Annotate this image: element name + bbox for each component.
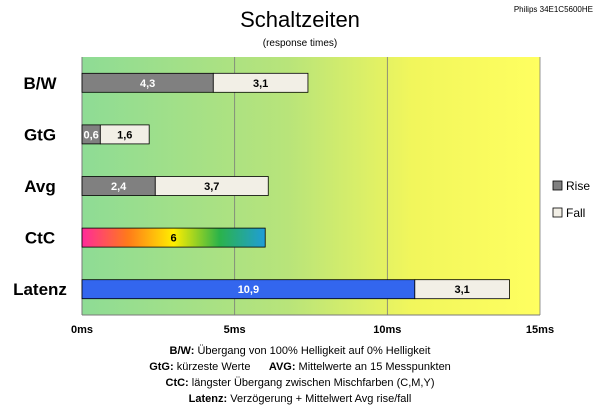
- x-tick-label: 5ms: [224, 324, 246, 336]
- category-label: GtG: [24, 125, 56, 144]
- legend-swatch-fall: [552, 207, 563, 218]
- legend-swatch-rise: [552, 180, 563, 191]
- bar-ctc: [81, 227, 266, 248]
- bar-fall: [414, 279, 510, 300]
- category-label: Avg: [24, 177, 56, 196]
- note-bw: B/W: Übergang von 100% Helligkeit auf 0%…: [170, 345, 431, 357]
- chart-subtitle: (response times): [263, 38, 337, 49]
- bar-fall: [212, 72, 309, 93]
- legend-label-rise: Rise: [566, 179, 590, 193]
- x-tick-label: 15ms: [526, 324, 554, 336]
- chart-title: Schaltzeiten: [240, 7, 360, 32]
- x-tick-label: 0ms: [71, 324, 93, 336]
- legend-label-fall: Fall: [566, 206, 585, 220]
- monitor-model-label: Philips 34E1C5600HE: [514, 5, 593, 14]
- bar-value-label-fall: 1,6: [117, 129, 132, 141]
- bar-value-label-fall: 3,1: [454, 284, 469, 296]
- notes: B/W: Übergang von 100% Helligkeit auf 0%…: [149, 345, 451, 405]
- bar-value-label-rise: 4,3: [140, 78, 155, 90]
- bars: 4,3 3,1 0,6 1,6 2,4 3,7 6 10,9 3,1: [81, 72, 510, 300]
- note-ctc: CtC: längster Übergang zwischen Mischfar…: [166, 377, 435, 389]
- note-latenz: Latenz: Verzögerung + Mittelwert Avg ris…: [189, 393, 412, 405]
- category-labels: B/W GtG Avg CtC Latenz: [13, 74, 67, 299]
- x-tick-label: 10ms: [373, 324, 401, 336]
- bar-value-label-fall: 3,1: [253, 78, 268, 90]
- bar-fall: [154, 176, 269, 196]
- bar-value-label-rise: 10,9: [238, 284, 259, 296]
- bar-value-label-fall: 3,7: [204, 181, 219, 193]
- bar-value-label: 6: [171, 233, 177, 245]
- note-gtg-avg: GtG: kürzeste Werte AVG: Mittelwerte an …: [149, 361, 451, 373]
- bar-value-label-rise: 0,6: [84, 129, 99, 141]
- bar-value-label-rise: 2,4: [111, 181, 127, 193]
- category-label: CtC: [25, 229, 55, 248]
- bar-fall: [99, 124, 150, 145]
- category-label: B/W: [23, 74, 57, 93]
- category-label: Latenz: [13, 280, 67, 299]
- legend: Rise Fall: [552, 179, 590, 220]
- x-axis-tick-labels: 0ms 5ms 10ms 15ms: [71, 324, 554, 336]
